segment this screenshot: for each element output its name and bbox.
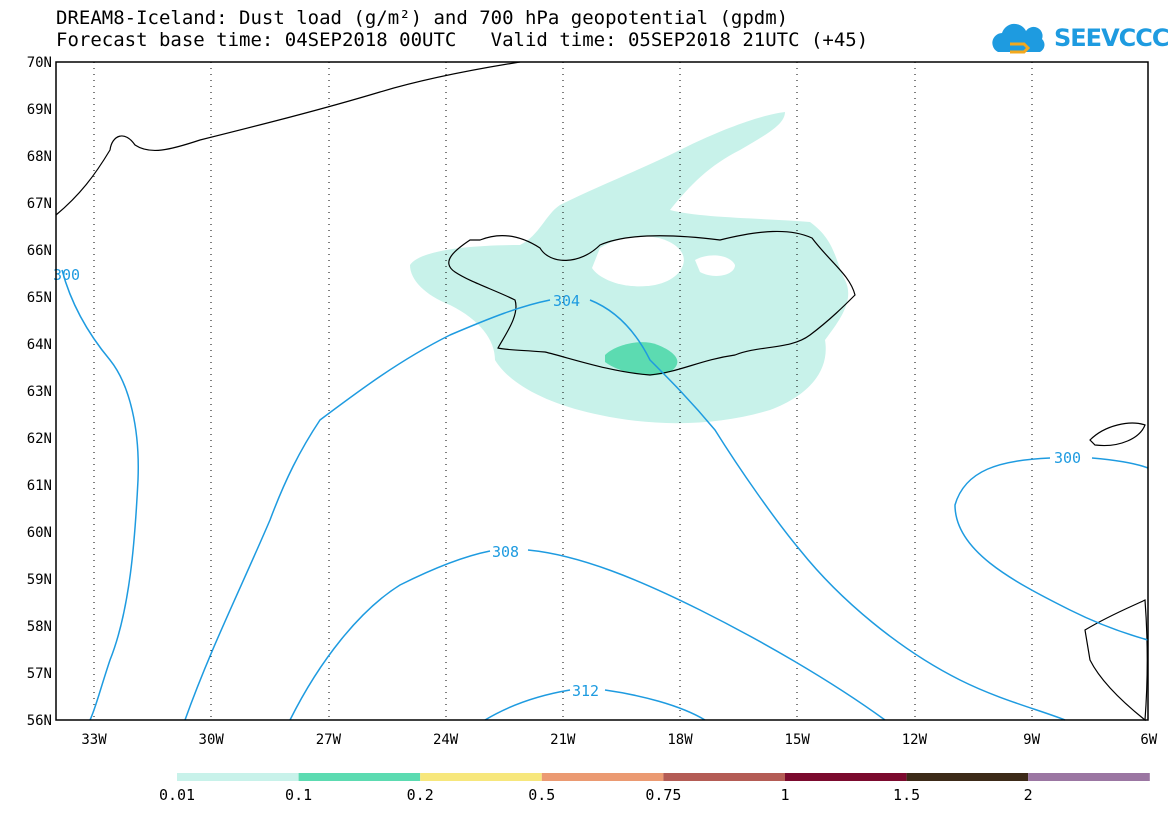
longitude-label: 18W [667, 732, 693, 748]
longitude-label: 21W [550, 732, 576, 748]
map-subtitle: Forecast base time: 04SEP2018 00UTC Vali… [56, 29, 869, 51]
colorbar-swatch [663, 773, 785, 781]
contour-label: 312 [572, 682, 599, 700]
colorbar-label: 0.75 [645, 786, 681, 804]
contour-label: 300 [1054, 449, 1081, 467]
latitude-label: 58N [27, 619, 52, 635]
longitude-label: 27W [316, 732, 342, 748]
colorbar-label: 0.01 [159, 786, 195, 804]
colorbar-swatch [785, 773, 907, 781]
latitude-label: 57N [27, 666, 52, 682]
latitude-label: 66N [27, 243, 52, 259]
map-title: DREAM8-Iceland: Dust load (g/m²) and 700… [56, 7, 789, 29]
colorbar-label: 1.5 [893, 786, 920, 804]
latitude-label: 60N [27, 525, 52, 541]
dust-load-shading [410, 112, 849, 424]
latitude-label: 56N [27, 713, 52, 729]
longitude-labels: 33W 30W 27W 24W 21W 18W 15W 12W 9W 6W [81, 732, 1157, 748]
latitude-label: 63N [27, 384, 52, 400]
contour-label: 300 [53, 266, 80, 284]
colorbar-label: 0.2 [407, 786, 434, 804]
longitude-label: 15W [785, 732, 811, 748]
longitude-label: 24W [433, 732, 459, 748]
contour-label: 308 [492, 543, 519, 561]
longitude-label: 33W [81, 732, 107, 748]
colorbar [177, 773, 1150, 781]
latitude-label: 62N [27, 431, 52, 447]
logo-text: SEEVCCC [1054, 24, 1169, 52]
colorbar-swatch [420, 773, 542, 781]
colorbar-label: 1 [780, 786, 789, 804]
latitude-label: 69N [27, 102, 52, 118]
geopotential-contours [61, 269, 1149, 721]
contour-label: 304 [553, 292, 580, 310]
colorbar-label: 0.5 [528, 786, 555, 804]
colorbar-swatch [298, 773, 421, 781]
longitude-label: 9W [1023, 732, 1040, 748]
latitude-label: 61N [27, 478, 52, 494]
latitude-labels: 70N 69N 68N 67N 66N 65N 64N 63N 62N 61N 60N 59N 58N 5… [27, 55, 52, 729]
map-frame [55, 61, 1149, 721]
latitude-label: 68N [27, 149, 52, 165]
colorbar-label: 2 [1024, 786, 1033, 804]
latitude-label: 59N [27, 572, 52, 588]
colorbar-swatch [906, 773, 1029, 781]
latitude-label: 70N [27, 55, 52, 71]
cloud-logo-icon [992, 23, 1045, 54]
longitude-label: 30W [199, 732, 225, 748]
longitude-label: 12W [902, 732, 928, 748]
latitude-label: 65N [27, 290, 52, 306]
latitude-label: 64N [27, 337, 52, 353]
colorbar-labels: 0.01 0.1 0.2 0.5 0.75 1 1.5 2 [159, 786, 1033, 804]
colorbar-label: 0.1 [285, 786, 312, 804]
contour-labels: 300 304 308 312 300 [53, 266, 1081, 700]
colorbar-swatch [1028, 773, 1150, 781]
colorbar-swatch [541, 773, 664, 781]
longitude-label: 6W [1140, 732, 1157, 748]
latitude-label: 67N [27, 196, 52, 212]
colorbar-swatch [177, 773, 299, 781]
